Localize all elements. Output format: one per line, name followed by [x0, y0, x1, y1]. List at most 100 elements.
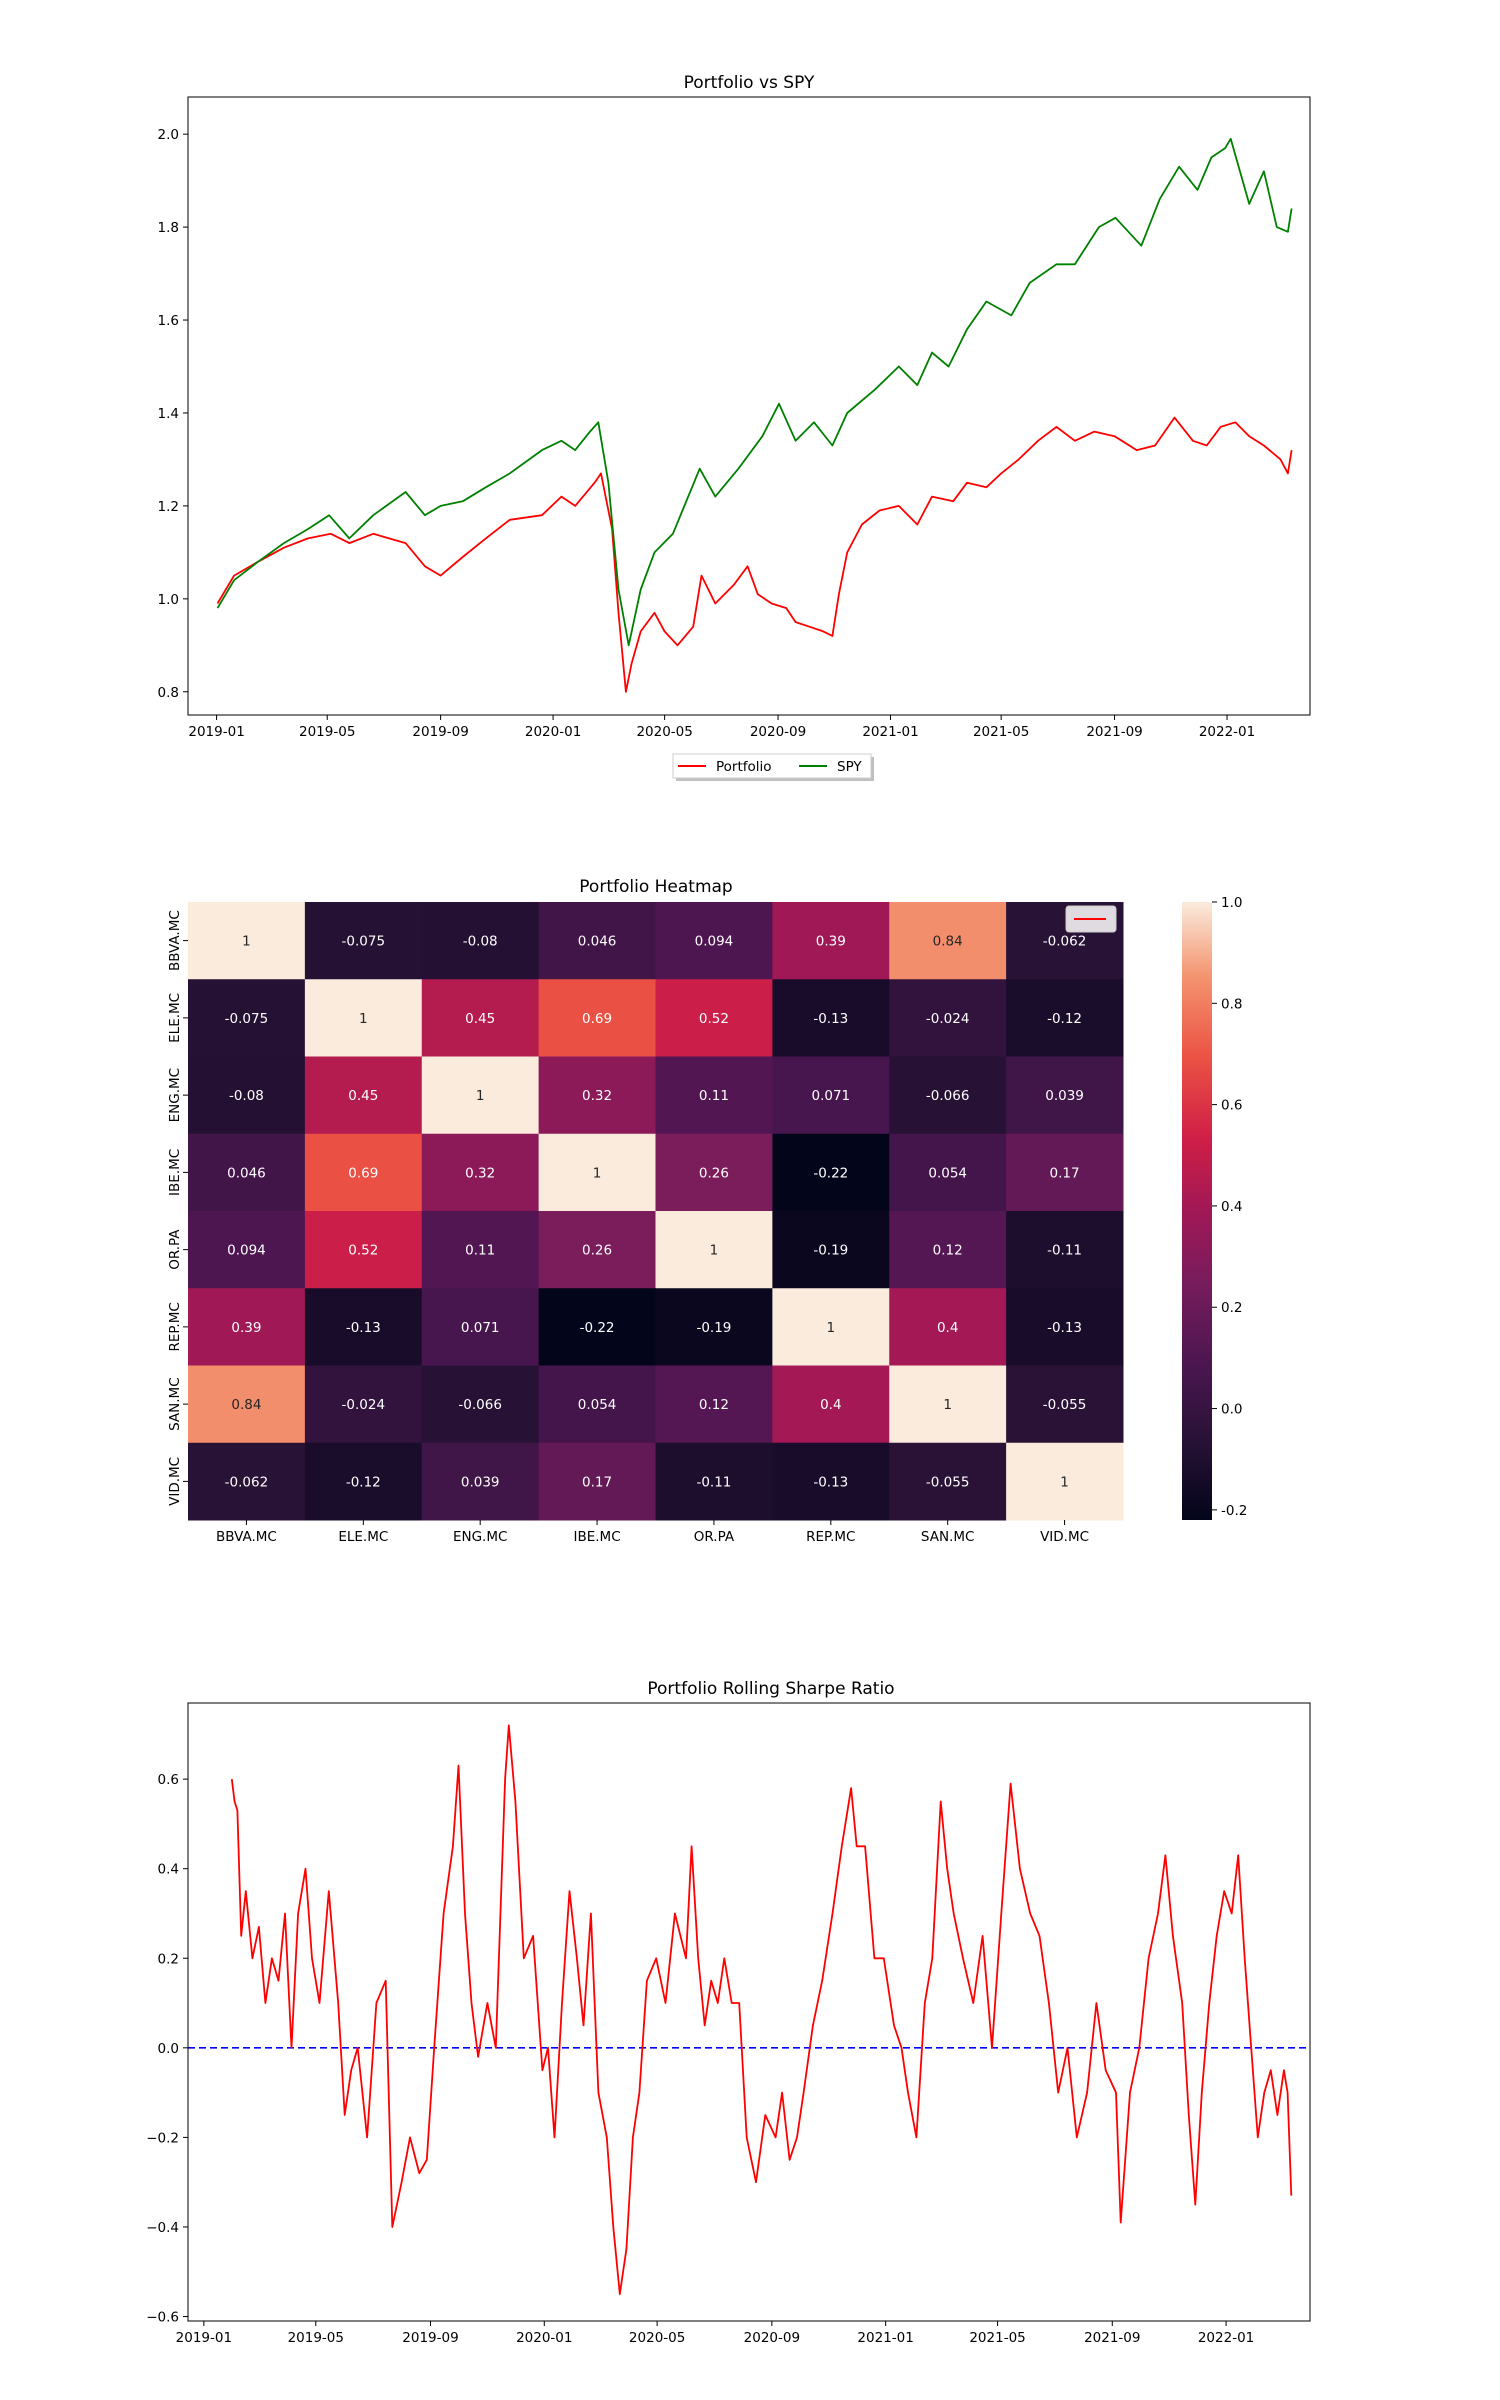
x-tick-label: 2021-09 [1084, 2330, 1140, 2346]
heatmap-cell-label: -0.22 [813, 1165, 848, 1181]
heatmap-cell [655, 1365, 773, 1444]
heatmap-cell-label: -0.066 [926, 1088, 970, 1104]
heatmap-y-label: REP.MC [167, 1302, 183, 1351]
heatmap-cell [1006, 1288, 1124, 1366]
series-line-series [230, 1724, 1293, 2295]
heatmap-cell [772, 1365, 890, 1444]
heatmap-y-label: IBE.MC [167, 1149, 183, 1196]
portfolio-heatmap-chart: Portfolio Heatmap 1 -0.075 -0.08 0.046 0.094… [167, 877, 1247, 1545]
y-tick-label: 1.2 [158, 499, 179, 515]
heatmap-cell-label: 0.26 [582, 1243, 612, 1259]
heatmap-cell [655, 1056, 773, 1135]
heatmap-x-label: ELE.MC [338, 1529, 388, 1545]
heatmap-cell [538, 1056, 656, 1135]
heatmap-cell [421, 1133, 540, 1212]
heatmap-cell-label: -0.055 [926, 1474, 970, 1490]
heatmap-cell-label: -0.055 [1043, 1397, 1087, 1413]
heatmap-cell-label: 1 [359, 1011, 368, 1027]
heatmap-cell [188, 1056, 306, 1135]
heatmap-cell-label: -0.11 [1047, 1243, 1082, 1259]
heatmap-cell-label: 0.094 [695, 934, 734, 950]
heatmap-cell [772, 1288, 890, 1366]
heatmap-cell-label: 0.12 [699, 1397, 729, 1413]
heatmap-cell [889, 1288, 1007, 1366]
colorbar-tick-label: 0.4 [1221, 1199, 1242, 1215]
heatmap-cell [304, 979, 423, 1057]
heatmap-cell-label: -0.12 [346, 1474, 381, 1490]
heatmap-cell-label: 1 [827, 1320, 836, 1336]
heatmap-cell-label: 1 [476, 1088, 485, 1104]
heatmap-cell-label: 1 [1060, 1474, 1069, 1490]
portfolio-vs-spy-chart: Portfolio vs SPY 2019-01 2019-05 2019-09 20… [158, 73, 1311, 781]
y-tick-label: 1.0 [158, 592, 179, 608]
chart1-legend-spy: SPY [837, 759, 862, 775]
chart1-legend-portfolio: Portfolio [716, 759, 772, 775]
colorbar-tick-label: 0.0 [1221, 1402, 1242, 1418]
heatmap-cell [188, 1211, 306, 1289]
heatmap-x-label: BBVA.MC [216, 1529, 277, 1545]
heatmap-cell [655, 1288, 773, 1366]
chart3-series-lines [188, 1724, 1310, 2295]
heatmap-cell-label: 0.054 [928, 1165, 967, 1181]
series-line-portfolio [216, 416, 1293, 693]
heatmap-cell-label: -0.22 [580, 1320, 615, 1336]
heatmap-x-label: SAN.MC [921, 1529, 975, 1545]
heatmap-cell [304, 1133, 423, 1212]
heatmap-cell-label: 0.039 [1045, 1088, 1084, 1104]
heatmap-cell-label: -0.13 [1047, 1320, 1082, 1336]
y-tick-label: −0.2 [146, 2130, 179, 2146]
heatmap-x-label: IBE.MC [573, 1529, 620, 1545]
colorbar-ticks: -0.2 0.0 0.2 0.4 0.6 0.8 1.0 [1212, 895, 1247, 1519]
heatmap-cell-label: 1 [710, 1243, 719, 1259]
heatmap-cell-label: 0.17 [1050, 1165, 1080, 1181]
heatmap-cell [1006, 1442, 1124, 1521]
chart3-ticks: 2019-01 2019-05 2019-09 2020-01 2020-05 2020-… [146, 1772, 1254, 2346]
heatmap-cell [772, 979, 890, 1057]
heatmap-cell-label: -0.08 [463, 934, 498, 950]
y-tick-label: 2.0 [158, 127, 179, 143]
x-tick-label: 2021-01 [862, 724, 918, 740]
heatmap-cell-label: -0.19 [813, 1243, 848, 1259]
heatmap-y-label: OR.PA [167, 1229, 183, 1270]
heatmap-cell-label: 0.071 [461, 1320, 500, 1336]
heatmap-cell-label: 0.4 [937, 1320, 958, 1336]
heatmap-cell [538, 1211, 656, 1289]
chart3-plot-frame [187, 1702, 1311, 2322]
x-tick-label: 2019-05 [299, 724, 355, 740]
heatmap-y-label: ELE.MC [167, 993, 183, 1043]
heatmap-cell-label: 1 [593, 1165, 602, 1181]
heatmap-y-label: BBVA.MC [167, 910, 183, 971]
x-tick-label: 2022-01 [1198, 2330, 1254, 2346]
heatmap-axis-labels: BBVA.MC ELE.MC ENG.MC IBE.MC OR.PA REP.MC SAN.… [167, 910, 1089, 1545]
heatmap-cell [421, 979, 540, 1057]
heatmap-cell-label: 0.12 [933, 1243, 963, 1259]
heatmap-cell-label: 0.039 [461, 1474, 500, 1490]
heatmap-cell-label: 0.52 [699, 1011, 729, 1027]
y-tick-label: 0.2 [158, 1951, 179, 1967]
chart1-plot-frame [187, 96, 1311, 716]
heatmap-x-label: ENG.MC [453, 1529, 507, 1545]
heatmap-cell-label: -0.075 [342, 934, 386, 950]
heatmap-cell [1006, 1211, 1124, 1289]
heatmap-cell-label: -0.062 [1043, 934, 1087, 950]
heatmap-cell [655, 902, 773, 980]
heatmap-cell [889, 1442, 1007, 1521]
heatmap-cell-label: -0.075 [225, 1011, 269, 1027]
heatmap-cell [421, 1056, 540, 1135]
heatmap-cell-label: 0.69 [582, 1011, 612, 1027]
heatmap-cell [889, 979, 1007, 1057]
heatmap-cell [421, 1288, 540, 1366]
x-tick-label: 2019-01 [188, 724, 244, 740]
heatmap-cell [538, 979, 656, 1057]
x-tick-label: 2022-01 [1199, 724, 1255, 740]
series-line-spy [216, 137, 1293, 647]
chart1-series-lines [216, 137, 1293, 693]
heatmap-cell-label: 0.69 [348, 1165, 378, 1181]
heatmap-cell-label: -0.08 [229, 1088, 264, 1104]
heatmap-y-label: SAN.MC [167, 1377, 183, 1431]
y-tick-label: 0.4 [158, 1862, 179, 1878]
heatmap-cell [772, 1133, 890, 1212]
heatmap-cell [889, 1056, 1007, 1135]
colorbar-tick-label: 1.0 [1221, 895, 1242, 911]
